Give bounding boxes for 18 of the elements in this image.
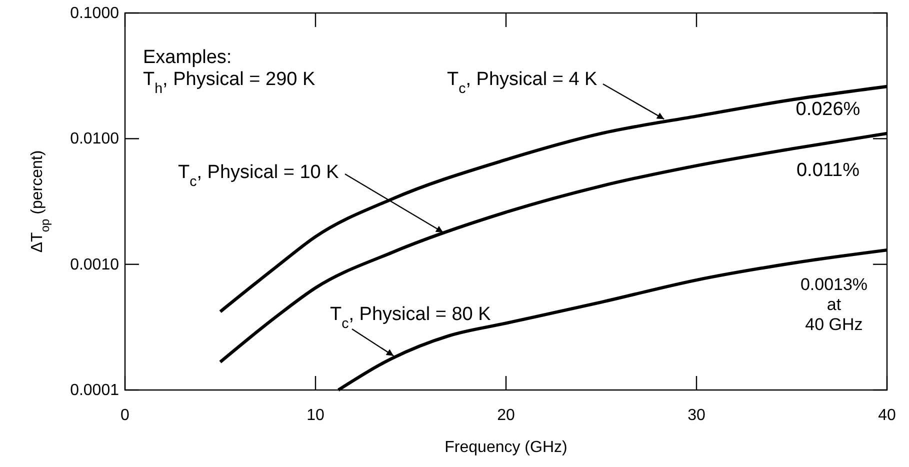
annotation: Examples: xyxy=(143,47,232,68)
annotation: 0.026% xyxy=(796,99,860,120)
annotation: T$_{c}$, Physical = 80 K xyxy=(330,304,492,332)
x-axis-title: Frequency (GHz) xyxy=(444,439,568,456)
y-tick-label: 0.1000 xyxy=(70,5,120,22)
annotation: T$_{c}$, Physical = 4 K xyxy=(447,69,598,97)
x-tick-label: 40 xyxy=(878,407,896,424)
x-tick-label: 20 xyxy=(497,407,515,424)
y-tick-label: 0.0010 xyxy=(70,256,120,274)
annotation: T$_{h}$, Physical = 290 K xyxy=(143,69,316,97)
annotation: 0.011% xyxy=(796,160,860,181)
annotation: T$_{c}$, Physical = 10 K xyxy=(178,162,340,190)
y-tick-label: 0.0100 xyxy=(70,130,120,148)
y-tick-label: 0.0001 xyxy=(70,382,120,399)
x-tick-label: 10 xyxy=(306,407,324,424)
x-tick-label: 30 xyxy=(688,407,706,424)
annotation: 0.0013% at 40 GHz xyxy=(800,275,868,334)
x-tick-label: 0 xyxy=(120,407,130,424)
